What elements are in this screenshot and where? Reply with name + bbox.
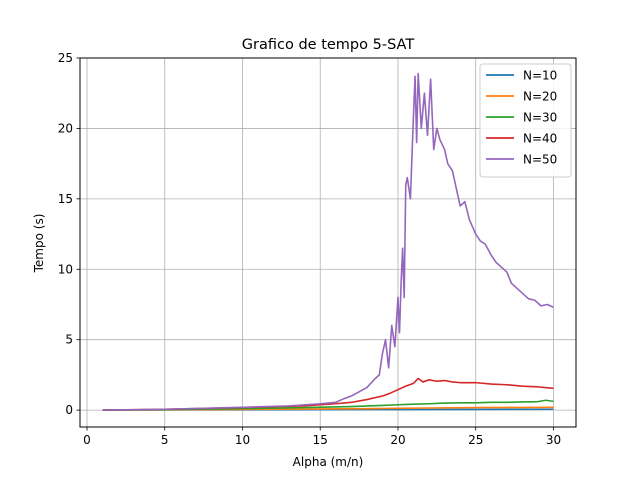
x-tick-label: 5	[161, 433, 169, 447]
series-line-n-30	[102, 399, 554, 411]
y-tick-label: 25	[58, 51, 73, 65]
y-axis-label: Tempo (s)	[32, 214, 46, 274]
legend-box	[479, 63, 572, 178]
y-tick-label: 0	[65, 403, 73, 417]
x-axis-label: Alpha (m/n)	[293, 455, 364, 469]
plot-area-frame	[79, 57, 577, 428]
x-tick-label: 15	[313, 433, 328, 447]
legend-label-n-10: N=10	[523, 69, 557, 83]
y-tick-label: 5	[65, 333, 73, 347]
y-tick-label: 20	[58, 121, 73, 135]
x-tick-label: 30	[546, 433, 561, 447]
series-line-n-50	[102, 72, 554, 411]
x-axis-ticks: 0 5 10 15 20 25 30	[83, 427, 561, 447]
y-axis-ticks: 0 5 10 15 20 25	[58, 51, 80, 417]
chart-title: Grafico de tempo 5-SAT	[242, 37, 415, 53]
legend-label-n-30: N=30	[523, 111, 557, 125]
legend-label-n-20: N=20	[523, 90, 557, 104]
x-tick-label: 10	[235, 433, 250, 447]
y-tick-label: 15	[58, 192, 73, 206]
series-lines	[102, 72, 554, 411]
legend-label-n-50: N=50	[523, 153, 557, 167]
x-tick-label: 20	[390, 433, 405, 447]
x-tick-label: 0	[83, 433, 91, 447]
legend: N=10 N=20 N=30 N=40 N=50	[479, 63, 572, 178]
legend-label-n-40: N=40	[523, 132, 557, 146]
y-tick-label: 10	[58, 262, 73, 276]
series-line-n-40	[102, 377, 554, 411]
x-tick-label: 25	[468, 433, 483, 447]
